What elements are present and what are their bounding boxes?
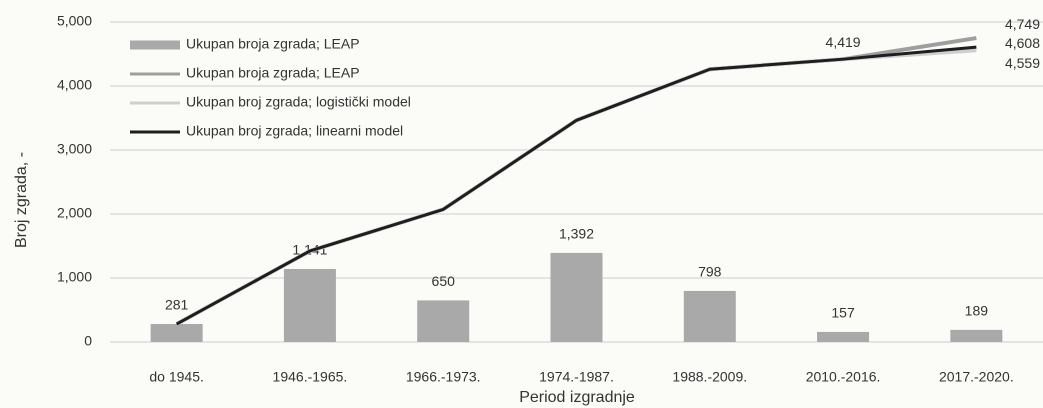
y-tick-label: 5,000 xyxy=(57,13,92,29)
line xyxy=(175,45,977,326)
bar xyxy=(150,324,203,342)
bar xyxy=(283,268,336,342)
y-tick-label: 0 xyxy=(84,333,92,349)
y-axis-label: Broj zgrada, - xyxy=(13,152,30,248)
line-label: 4,749 xyxy=(1005,16,1040,32)
legend-label: Ukupan broj zgrada; linearni model xyxy=(186,123,403,139)
line-label: 4,559 xyxy=(1005,55,1040,71)
legend-label: Ukupan broja zgrada; LEAP xyxy=(186,36,360,52)
x-tick-label: 1946.-1965. xyxy=(273,369,348,385)
y-tick-label: 2,000 xyxy=(57,205,92,221)
bar-label: 157 xyxy=(831,305,855,321)
legend-label: Ukupan broj zgrada; logistički model xyxy=(186,94,411,110)
x-tick-label: 1974.-1987. xyxy=(539,369,614,385)
x-tick-label: 1966.-1973. xyxy=(406,369,481,385)
x-axis-label: Period izgradnje xyxy=(519,389,635,406)
x-tick-label: 2017.-2020. xyxy=(939,369,1014,385)
legend-label: Ukupan broja zgrada; LEAP xyxy=(186,65,360,81)
bar xyxy=(950,329,1003,342)
bar-label: 1,392 xyxy=(559,226,594,242)
bar-label: 798 xyxy=(698,264,722,280)
bar-label: 650 xyxy=(432,273,456,289)
x-tick-label: 1988.-2009. xyxy=(672,369,747,385)
x-tick-label: do 1945. xyxy=(149,369,204,385)
bar xyxy=(817,331,870,342)
bar xyxy=(550,252,603,342)
bar xyxy=(683,290,736,342)
x-tick-label: 2010.-2016. xyxy=(806,369,881,385)
y-tick-label: 4,000 xyxy=(57,77,92,93)
bar-label: 189 xyxy=(965,303,989,319)
bar-label: 281 xyxy=(165,297,189,313)
line-label: 4,419 xyxy=(826,34,861,50)
y-tick-label: 3,000 xyxy=(57,141,92,157)
line-label: 4,608 xyxy=(1005,35,1040,51)
y-tick-label: 1,000 xyxy=(57,269,92,285)
bar xyxy=(417,300,470,342)
